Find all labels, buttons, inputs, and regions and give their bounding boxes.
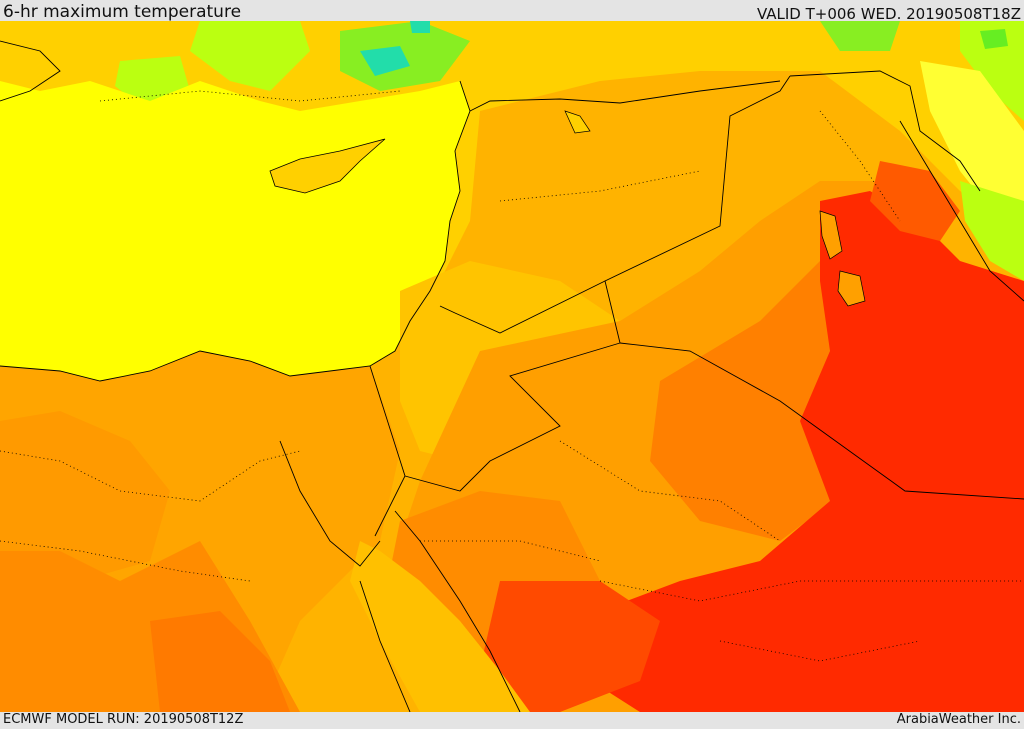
temperature-map[interactable] xyxy=(0,21,1024,712)
cool-patch xyxy=(960,181,1024,281)
province-borders xyxy=(0,90,1024,662)
footer-bar: ECMWF MODEL RUN: 20190508T12Z ArabiaWeat… xyxy=(0,712,1024,729)
cool-patch xyxy=(920,61,1024,231)
warm-patch xyxy=(150,611,290,712)
coastlines xyxy=(0,40,1024,712)
country-borders xyxy=(369,70,1024,537)
cyprus-island xyxy=(269,138,386,194)
lake xyxy=(819,210,843,260)
map-canvas xyxy=(0,21,1024,712)
cool-patch xyxy=(410,21,430,33)
mediterranean-sea xyxy=(0,81,470,381)
valid-time-label: VALID T+006 WED. 20190508T18Z xyxy=(756,5,1021,23)
hot-region xyxy=(470,581,660,712)
header-bar: 6-hr maximum temperature VALID T+006 WED… xyxy=(0,0,1024,23)
model-run-label: ECMWF MODEL RUN: 20190508T12Z xyxy=(3,712,244,727)
red-sea xyxy=(350,541,530,712)
map-title: 6-hr maximum temperature xyxy=(3,2,242,22)
warm-patch xyxy=(0,411,170,581)
lake xyxy=(564,110,591,134)
cool-patch xyxy=(190,21,310,91)
lake xyxy=(837,270,866,307)
cool-patch xyxy=(820,21,900,51)
cool-patch xyxy=(980,29,1008,49)
hot-region xyxy=(560,191,1024,712)
hot-region xyxy=(870,161,960,241)
credit-label: ArabiaWeather Inc. xyxy=(896,712,1021,727)
cool-patch xyxy=(360,46,410,76)
